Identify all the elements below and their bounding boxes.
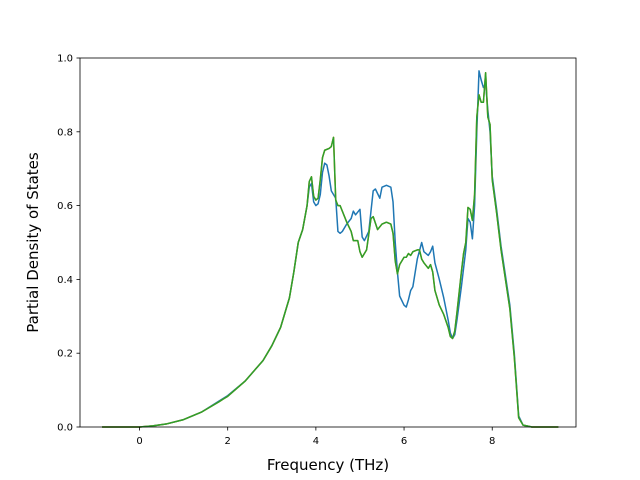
x-tick-label: 0 xyxy=(136,436,142,447)
x-tick-label: 6 xyxy=(401,436,407,447)
y-tick-label: 0.4 xyxy=(57,275,73,286)
y-tick-label: 0.6 xyxy=(57,201,73,212)
x-tick-label: 2 xyxy=(225,436,231,447)
y-tick-label: 1.0 xyxy=(57,54,73,65)
x-axis-label: Frequency (THz) xyxy=(267,456,389,474)
x-tick-label: 8 xyxy=(489,436,495,447)
x-axis: 0 2 4 6 8 xyxy=(136,427,495,447)
y-axis-label: Partial Density of States xyxy=(24,152,42,333)
series-line-3 xyxy=(102,72,559,428)
series-layer xyxy=(102,70,559,428)
y-tick-label: 0.2 xyxy=(57,349,73,360)
plot-frame xyxy=(79,57,577,428)
y-axis: 0.0 0.2 0.4 0.6 0.8 1.0 xyxy=(57,54,80,434)
y-tick-label: 0.0 xyxy=(57,423,73,434)
x-tick-label: 4 xyxy=(313,436,319,447)
y-tick-label: 0.8 xyxy=(57,127,73,138)
